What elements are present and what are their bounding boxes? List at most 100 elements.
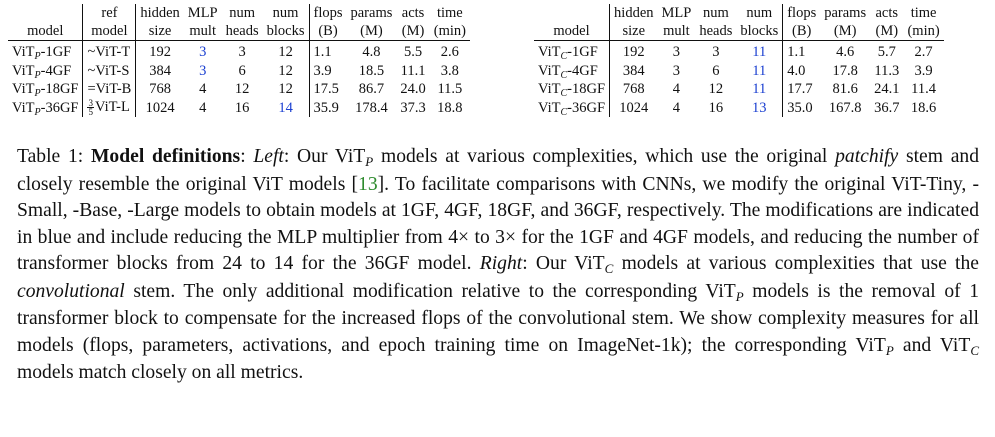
time-cell: 3.9 bbox=[914, 62, 933, 79]
header-top-num-blocks: num bbox=[262, 4, 310, 23]
model-name-cell: ViTC-36GF bbox=[534, 98, 611, 117]
header-bottom-hidden-size: size bbox=[135, 23, 184, 41]
caption-subscript: P bbox=[885, 342, 894, 358]
table-row: ViTP-36GF 3 5 ViT-L 1024 4 16 14 35.9 178.4 37.3 18… bbox=[8, 98, 470, 118]
caption-subscript: C bbox=[604, 261, 614, 276]
acts-cell: 37.3 bbox=[400, 99, 426, 116]
flops-cell: 1.1 bbox=[313, 44, 332, 60]
caption-text: : Our ViT bbox=[283, 146, 366, 167]
caption-label: Table 1: bbox=[17, 146, 91, 167]
acts-cell: 36.7 bbox=[874, 99, 900, 116]
time-cell: 2.7 bbox=[914, 44, 933, 60]
hidden-size-cell: 768 bbox=[622, 81, 645, 97]
time-cell: 3.8 bbox=[440, 62, 459, 79]
model-name-cell: ViTP-4GF bbox=[8, 61, 84, 81]
table-row: ViTC-1GF 192 3 3 11 1.1 4.6 5.7 2.7 bbox=[534, 40, 944, 62]
mlp-mult-cell: 3 bbox=[672, 44, 681, 60]
header-top-ref-model: ref bbox=[82, 4, 137, 23]
caption-text: models is the removal of 1 transformer b… bbox=[17, 280, 979, 356]
acts-cell: 5.5 bbox=[404, 44, 423, 60]
caption-text: and ViT bbox=[893, 334, 971, 356]
header-top-num-heads: num bbox=[229, 5, 256, 22]
caption-text: : Our ViT bbox=[522, 253, 605, 274]
caption-convolutional-word: convolutional bbox=[17, 280, 125, 302]
header-top-params: params bbox=[350, 5, 393, 22]
header-top-num-heads: num bbox=[702, 5, 729, 22]
acts-cell: 11.1 bbox=[400, 62, 426, 79]
header-top-model bbox=[8, 4, 84, 23]
caption-text: stem and closely resemble the original V… bbox=[17, 146, 979, 195]
header-top-hidden-size: hidden bbox=[140, 5, 180, 22]
table-row: ViTP-4GF ~ViT-S 384 3 6 12 3.9 18.5 11.1 3.8 bbox=[8, 61, 470, 81]
header-top-acts: acts bbox=[401, 5, 425, 22]
header-bottom-num-heads: heads bbox=[695, 23, 737, 41]
time-cell: 11.5 bbox=[437, 81, 463, 97]
header-top-model bbox=[534, 4, 611, 23]
mlp-mult-cell: 3 bbox=[199, 62, 207, 79]
tables-area: ref hidden MLP num num flops params acts time mod… bbox=[8, 4, 988, 134]
num-heads-cell: 12 bbox=[708, 81, 724, 97]
header-top-time: time bbox=[910, 5, 937, 22]
acts-cell: 5.7 bbox=[877, 44, 896, 60]
table-row: ViTP-18GF =ViT-B 768 4 12 12 17.5 86.7 24.0 11.5 bbox=[8, 80, 470, 99]
model-name-cell: ViTC-1GF bbox=[534, 40, 611, 62]
params-cell: 86.7 bbox=[358, 81, 385, 97]
caption-left-word: Left bbox=[253, 146, 284, 167]
caption-subscript: P bbox=[365, 154, 374, 169]
ref-model-cell: 3 5 ViT-L bbox=[82, 98, 137, 117]
right-model-table: hidden MLP num num flops params acts time model s… bbox=[534, 4, 944, 117]
model-subscript: C bbox=[560, 69, 568, 81]
header-bottom-model: model bbox=[8, 23, 84, 41]
hidden-size-cell: 384 bbox=[149, 62, 171, 79]
acts-cell: 11.3 bbox=[874, 62, 900, 79]
time-cell: 18.6 bbox=[910, 99, 937, 116]
table-row: ViTP-1GF ~ViT-T 192 3 3 12 1.1 4.8 5.5 2.6 bbox=[8, 40, 470, 62]
mlp-mult-cell: 4 bbox=[672, 81, 681, 97]
model-subscript: P bbox=[34, 69, 41, 81]
left-model-table: ref hidden MLP num num flops params acts time mod… bbox=[8, 4, 470, 117]
num-blocks-cell: 11 bbox=[736, 40, 784, 62]
params-cell: 18.5 bbox=[358, 62, 385, 79]
mlp-mult-cell: 3 bbox=[672, 62, 681, 79]
num-blocks-cell: 14 bbox=[262, 98, 310, 117]
header-bottom-params: (M) bbox=[820, 23, 871, 41]
model-name-cell: ViTC-4GF bbox=[534, 61, 611, 81]
num-blocks-cell: 13 bbox=[736, 98, 784, 117]
num-heads-cell: 16 bbox=[708, 99, 724, 116]
model-subscript: P bbox=[34, 106, 41, 118]
caption-text: : bbox=[240, 146, 254, 167]
header-bottom-mlp-mult: mult bbox=[183, 23, 222, 41]
params-cell: 4.6 bbox=[836, 44, 855, 60]
model-name-cell: ViTP-18GF bbox=[8, 80, 84, 99]
caption-text: stem. The only additional modification r… bbox=[124, 280, 736, 302]
caption-subscript: C bbox=[970, 342, 979, 358]
acts-cell: 24.0 bbox=[400, 81, 426, 97]
table-row: ViTC-18GF 768 4 12 11 17.7 81.6 24.1 11.4 bbox=[534, 80, 944, 99]
flops-cell: 3.9 bbox=[313, 62, 332, 79]
header-bottom-num-blocks: blocks bbox=[736, 23, 784, 41]
model-name-cell: ViTC-18GF bbox=[534, 80, 611, 99]
caption-text: models match closely on all metrics. bbox=[17, 362, 304, 383]
header-bottom-params: (M) bbox=[346, 23, 397, 41]
citation-link[interactable]: 13 bbox=[358, 173, 378, 195]
caption-bold-title: Model definitions bbox=[90, 146, 241, 167]
mlp-mult-cell: 4 bbox=[199, 99, 207, 116]
mlp-mult-cell: 4 bbox=[672, 99, 681, 116]
header-top-mlp-mult: MLP bbox=[661, 5, 692, 22]
flops-cell: 35.0 bbox=[787, 99, 813, 116]
time-cell: 18.8 bbox=[437, 99, 463, 116]
params-cell: 81.6 bbox=[832, 81, 858, 97]
ref-model-cell: =ViT-B bbox=[82, 80, 137, 99]
ref-model-cell: ~ViT-S bbox=[82, 61, 137, 80]
num-blocks-cell: 12 bbox=[262, 61, 310, 80]
params-cell: 178.4 bbox=[355, 99, 388, 116]
ref-model-cell: ~ViT-T bbox=[82, 40, 137, 62]
num-blocks-cell: 11 bbox=[736, 61, 784, 80]
flops-cell: 17.5 bbox=[313, 81, 339, 97]
header-top-acts: acts bbox=[875, 5, 899, 22]
mlp-mult-cell: 3 bbox=[199, 44, 207, 60]
num-heads-cell: 12 bbox=[234, 81, 250, 97]
time-cell: 11.4 bbox=[911, 81, 936, 97]
header-bottom-mlp-mult: mult bbox=[657, 23, 696, 41]
header-bottom-time: (min) bbox=[429, 23, 470, 41]
